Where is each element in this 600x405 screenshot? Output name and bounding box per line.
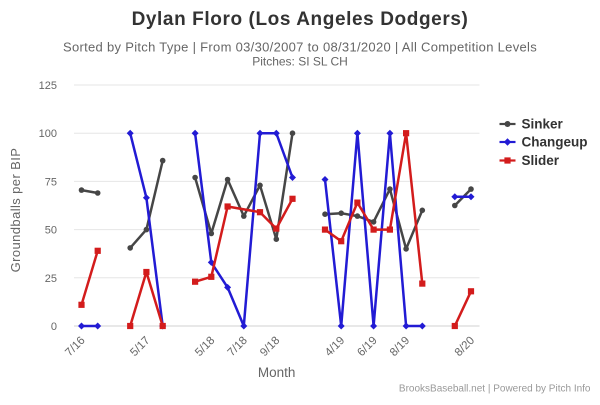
svg-text:Sinker: Sinker	[522, 117, 564, 132]
svg-text:125: 125	[39, 80, 57, 92]
svg-text:0: 0	[51, 321, 57, 333]
svg-text:Dylan Floro (Los Angeles Dodge: Dylan Floro (Los Angeles Dodgers)	[132, 9, 469, 30]
svg-text:Month: Month	[258, 365, 296, 380]
svg-text:50: 50	[45, 225, 57, 237]
svg-text:Changeup: Changeup	[522, 135, 588, 150]
svg-text:Pitches: SI SL CH: Pitches: SI SL CH	[252, 55, 348, 69]
svg-text:25: 25	[45, 273, 57, 285]
svg-text:Sorted by Pitch Type | From 03: Sorted by Pitch Type | From 03/30/2007 t…	[63, 40, 537, 55]
svg-text:100: 100	[39, 128, 57, 140]
svg-text:Groundballs per BIP: Groundballs per BIP	[8, 148, 23, 273]
svg-text:75: 75	[45, 176, 57, 188]
svg-text:BrooksBaseball.net | Powered b: BrooksBaseball.net | Powered by Pitch In…	[399, 384, 591, 395]
svg-text:Slider: Slider	[522, 153, 560, 168]
